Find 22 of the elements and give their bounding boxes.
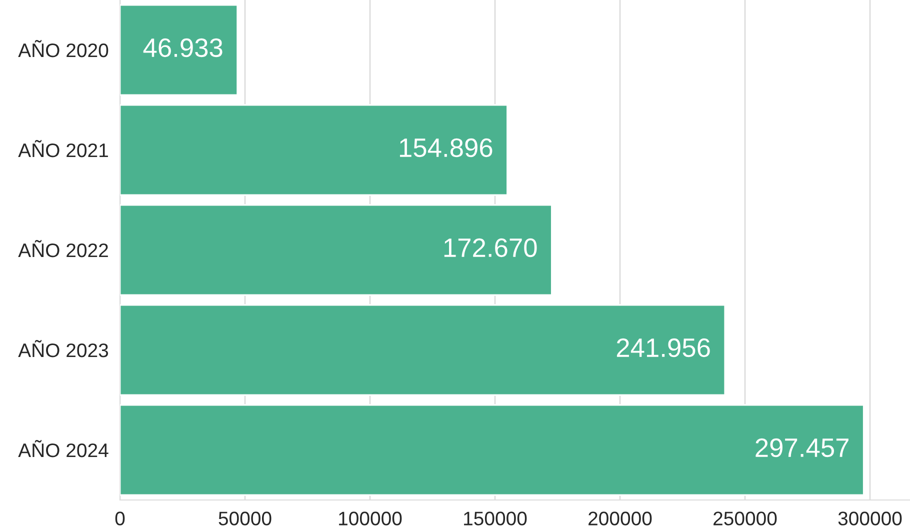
y-tick-label: AÑO 2022: [18, 240, 108, 258]
y-tick-label: AÑO 2024: [18, 440, 108, 458]
y-tick-label: AÑO 2023: [18, 340, 108, 358]
x-tick-label: 100000: [339, 512, 402, 526]
bar: [120, 104, 508, 196]
x-tick-label: 150000: [464, 512, 527, 526]
data-label: 172.670: [444, 238, 537, 258]
x-tick-label: 300000: [838, 512, 902, 526]
bar: [120, 4, 238, 96]
data-label: 46.933: [143, 38, 222, 58]
bar: [120, 404, 864, 496]
x-tick-label: 250000: [714, 512, 777, 526]
x-tick-label: 200000: [588, 512, 652, 526]
data-label: 154.896: [400, 138, 492, 158]
bar: [120, 204, 552, 296]
x-tick-label: 0: [115, 512, 125, 526]
data-label: 241.956: [616, 338, 710, 358]
bar: [120, 304, 726, 396]
y-tick-label: AÑO 2021: [18, 140, 108, 158]
data-label: 297.457: [756, 438, 848, 458]
x-tick-label: 50000: [218, 512, 272, 526]
y-tick-label: AÑO 2020: [18, 40, 108, 58]
